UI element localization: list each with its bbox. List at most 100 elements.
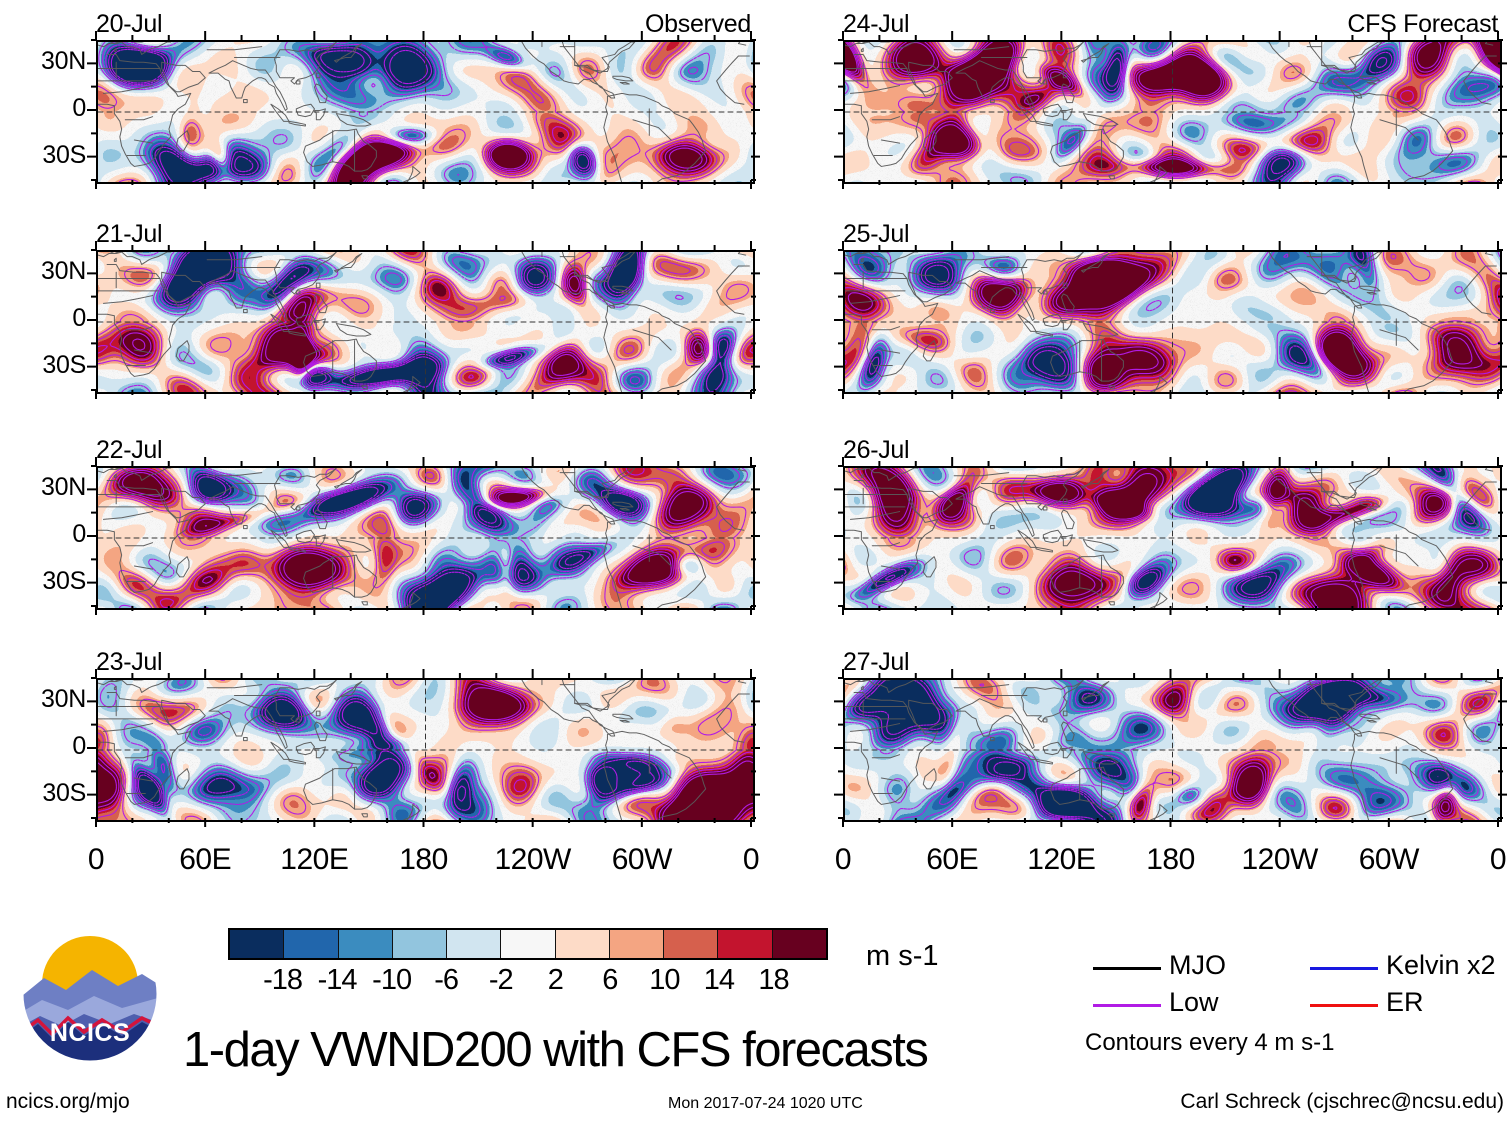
colorbar-tick--10: -10	[372, 964, 412, 996]
map-field-canvas	[845, 680, 1500, 820]
ncics-logo-graphic	[22, 926, 158, 1062]
panel-26-jul: 26-Jul	[747, 436, 1510, 632]
x-tick-180-col0: 180	[399, 843, 448, 876]
panel-date-label: 25-Jul	[843, 220, 910, 248]
x-tick-60E-col1: 60E	[926, 843, 979, 876]
figure-title: 1-day VWND200 with CFS forecasts	[183, 1023, 929, 1077]
colorbar-tick-10: 10	[649, 964, 680, 996]
legend-label-er: ER	[1386, 987, 1424, 1017]
colorbar: -18 -14 -10 -6 -2 2 6 10 14 18	[228, 928, 828, 1008]
colorbar-swatch-2	[338, 930, 393, 958]
colorbar-tick-2: 2	[547, 964, 564, 996]
map-plot-area	[96, 250, 755, 394]
legend-line-mjo	[1093, 967, 1161, 970]
y-tick-30S: 30S	[42, 566, 86, 595]
panel-date-label: 26-Jul	[843, 436, 910, 464]
map-field-canvas	[845, 252, 1500, 392]
colorbar-swatch-9	[718, 930, 773, 958]
panel-24-jul: 24-Jul CFS Forecast	[747, 10, 1510, 206]
map-field-canvas	[98, 252, 753, 392]
y-tick-30N: 30N	[41, 685, 86, 714]
colorbar-tick-14: 14	[703, 964, 735, 996]
legend-label-low: Low	[1169, 987, 1219, 1017]
colorbar-tick--18: -18	[263, 964, 303, 996]
column-header-observed: Observed	[645, 10, 751, 38]
y-tick-0: 0	[72, 520, 86, 548]
x-tick-120E-col1: 120E	[1027, 843, 1096, 876]
panel-20-jul: 20-Jul Observed 30N 0 30S	[0, 10, 765, 206]
legend-line-kelvin-x2	[1310, 967, 1378, 970]
map-field-canvas	[98, 680, 753, 820]
y-tick-0: 0	[72, 94, 86, 122]
map-field-canvas	[845, 42, 1500, 182]
ncics-logo-text: NCICS	[49, 1019, 131, 1047]
legend-line-er	[1310, 1004, 1378, 1007]
panel-date-label: 23-Jul	[96, 648, 163, 676]
colorbar-strip	[228, 928, 828, 960]
panel-25-jul: 25-Jul	[747, 220, 1510, 416]
y-tick-30N: 30N	[41, 257, 86, 286]
map-plot-area	[96, 466, 755, 610]
y-tick-30N: 30N	[41, 47, 86, 76]
x-tick-120W-col0: 120W	[494, 843, 571, 876]
map-field-canvas	[845, 468, 1500, 608]
y-tick-30S: 30S	[42, 778, 86, 807]
legend-label-mjo: MJO	[1169, 950, 1226, 980]
ncics-logo: NCICS	[22, 926, 158, 1062]
colorbar-swatch-3	[392, 930, 448, 958]
panel-27-jul: 27-Jul	[747, 648, 1510, 844]
y-tick-30N: 30N	[41, 473, 86, 502]
panel-date-label: 27-Jul	[843, 648, 910, 676]
x-tick-180-col1: 180	[1146, 843, 1195, 876]
legend-line-low	[1093, 1004, 1161, 1007]
colorbar-swatch-6	[555, 930, 610, 958]
y-tick-0: 0	[72, 304, 86, 332]
x-tick-0-col0: 0	[742, 843, 760, 876]
colorbar-tick--14: -14	[317, 964, 358, 996]
colorbar-swatch-7	[609, 930, 665, 958]
colorbar-swatch-8	[664, 930, 719, 958]
colorbar-swatch-10	[772, 930, 826, 958]
x-tick-0-col1: 0	[834, 843, 852, 876]
footer-timestamp: Mon 2017-07-24 1020 UTC	[668, 1095, 863, 1112]
x-tick-120E-col0: 120E	[280, 843, 349, 876]
panel-23-jul: 23-Jul 30N 0 30S	[0, 648, 765, 844]
contour-interval-note: Contours every 4 m s-1	[1085, 1029, 1335, 1056]
map-plot-area	[96, 678, 755, 822]
map-plot-area	[843, 466, 1502, 610]
column-header-cfs-forecast: CFS Forecast	[1347, 10, 1498, 38]
colorbar-swatch-5	[501, 930, 556, 958]
colorbar-units-label: m s-1	[866, 940, 939, 972]
colorbar-tick--2: -2	[488, 964, 514, 996]
footer-author: Carl Schreck (cjschrec@ncsu.edu)	[1180, 1090, 1504, 1113]
panel-21-jul: 21-Jul 30N 0 30S	[0, 220, 765, 416]
x-tick-60W-col1: 60W	[1358, 843, 1420, 876]
panel-date-label: 24-Jul	[843, 10, 910, 38]
x-tick-60E-col0: 60E	[179, 843, 232, 876]
panel-date-label: 21-Jul	[96, 220, 163, 248]
x-tick-120W-col1: 120W	[1241, 843, 1318, 876]
footer-url[interactable]: ncics.org/mjo	[6, 1090, 130, 1113]
map-plot-area	[843, 250, 1502, 394]
colorbar-tick--6: -6	[434, 964, 459, 996]
map-plot-area	[843, 40, 1502, 184]
map-field-canvas	[98, 468, 753, 608]
legend-label-kelvin-x2: Kelvin x2	[1386, 950, 1496, 980]
y-tick-30S: 30S	[42, 140, 86, 169]
x-tick-0-col0: 0	[87, 843, 105, 876]
map-field-canvas	[98, 42, 753, 182]
map-plot-area	[96, 40, 755, 184]
panel-date-label: 20-Jul	[96, 10, 163, 38]
colorbar-tick-6: 6	[602, 964, 618, 996]
y-tick-0: 0	[72, 732, 86, 760]
y-tick-30S: 30S	[42, 350, 86, 379]
x-tick-0-col1: 0	[1489, 843, 1507, 876]
panel-22-jul: 22-Jul 30N 0 30S	[0, 436, 765, 632]
panel-date-label: 22-Jul	[96, 436, 163, 464]
colorbar-swatch-4	[447, 930, 502, 958]
colorbar-swatch-0	[230, 930, 285, 958]
colorbar-tick-18: 18	[758, 964, 789, 996]
x-tick-60W-col0: 60W	[611, 843, 673, 876]
colorbar-swatch-1	[284, 930, 339, 958]
